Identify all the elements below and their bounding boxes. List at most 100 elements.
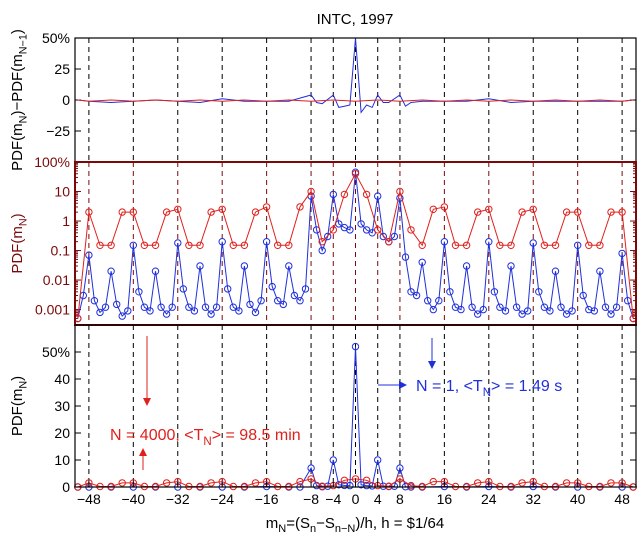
data-point (307, 187, 315, 196)
data-point (507, 262, 515, 270)
data-point (518, 208, 526, 216)
data-point (340, 481, 349, 490)
data-point (251, 208, 260, 216)
data-point (607, 208, 615, 216)
x-axis-label-part: n (310, 523, 316, 535)
data-point (207, 310, 215, 318)
y-tick-label: 50% (42, 344, 70, 360)
data-point (251, 479, 260, 487)
data-point (329, 190, 337, 199)
annotation-n4000-part: N (203, 436, 211, 448)
data-point (129, 208, 138, 216)
data-point (568, 307, 576, 315)
y-axis-label-part: PDF(m (9, 226, 26, 274)
data-point (179, 285, 188, 293)
arrow-head-red-up (139, 448, 147, 456)
x-axis-label-part: =(S (286, 515, 310, 532)
annotation-n1-part: N (483, 387, 491, 399)
data-point (357, 220, 365, 228)
data-point (324, 232, 332, 241)
x-tick-label: −32 (166, 491, 190, 507)
data-point (174, 239, 182, 247)
data-point (96, 308, 104, 317)
data-point (396, 464, 404, 472)
data-point (279, 300, 287, 309)
data-point (407, 226, 415, 234)
data-point (318, 238, 326, 246)
data-point (401, 253, 410, 261)
data-point (368, 229, 376, 237)
data-point (118, 208, 126, 216)
data-point (440, 238, 449, 246)
x-axis-label-part: −S (316, 515, 335, 532)
data-point (429, 305, 437, 314)
data-point (407, 481, 415, 490)
data-point (329, 456, 337, 464)
data-point (374, 192, 382, 200)
panel-difference: −25 0 25 50% PDF(mN)−PDF(mN−1) (9, 29, 637, 171)
data-point (318, 246, 326, 255)
data-point (218, 238, 226, 246)
data-point (207, 479, 215, 487)
data-point (207, 208, 215, 216)
data-point (585, 305, 593, 314)
data-point (262, 238, 271, 246)
data-point (85, 251, 93, 259)
data-point (140, 241, 149, 250)
y-tick-label: 30 (54, 398, 70, 414)
x-tick-label: 0 (352, 491, 360, 507)
data-point (318, 482, 326, 490)
annotation-n4000: N = 4000, <TN> = 98.5 min (110, 427, 301, 448)
x-axis-label-part: n−N (335, 523, 356, 535)
data-point (90, 297, 99, 305)
data-point (168, 303, 176, 311)
data-point (518, 479, 526, 487)
data-point (601, 303, 610, 311)
data-point (224, 285, 232, 293)
data-point (274, 297, 282, 305)
series-line-blue (77, 37, 634, 114)
data-point (496, 303, 504, 311)
data-point (346, 226, 354, 234)
y-axis-label: PDF(mN)−PDF(mN−1) (9, 29, 30, 171)
data-point (418, 258, 426, 266)
y-tick-label: 0.01 (43, 272, 70, 288)
data-point (357, 481, 365, 489)
data-point (346, 481, 354, 490)
data-point (301, 285, 310, 293)
data-point (274, 241, 282, 250)
data-point (607, 479, 615, 487)
data-point (590, 307, 598, 315)
data-point (435, 297, 443, 305)
y-axis-label-part: PDF(m (9, 123, 26, 171)
data-point (612, 303, 621, 311)
x-tick-label: 8 (396, 491, 404, 507)
data-point (618, 208, 626, 216)
data-point (329, 226, 337, 234)
y-axis-label-part: ) (9, 213, 26, 218)
y-axis-label-part: ) (9, 376, 26, 381)
x-tick-label: −48 (77, 491, 101, 507)
data-point (457, 305, 465, 314)
data-point (562, 208, 571, 216)
data-point (296, 477, 304, 486)
x-axis-label-part: m (266, 515, 279, 532)
annotation-n4000-part: N = 4000, <T (110, 427, 204, 444)
data-point (85, 208, 93, 216)
data-point (162, 208, 171, 216)
data-point (218, 205, 226, 214)
arrow-head-blue-right (399, 381, 407, 389)
annotation-n1-part: N = 1, <T (416, 378, 483, 395)
data-point (307, 464, 315, 472)
x-axis: −48 −40 −32 −24 −16 −8 −4 0 4 8 16 24 32 40 48 (77, 482, 630, 507)
data-point (385, 482, 393, 490)
data-point (574, 241, 582, 250)
data-point (596, 267, 604, 275)
y-tick-label: 100% (34, 154, 70, 170)
data-point (107, 241, 115, 250)
annotation-n1-part: > = 1.49 s (491, 378, 562, 395)
y-tick-label: 50% (42, 30, 70, 46)
x-tick-label: −16 (255, 491, 279, 507)
x-tick-label: −4 (325, 491, 341, 507)
